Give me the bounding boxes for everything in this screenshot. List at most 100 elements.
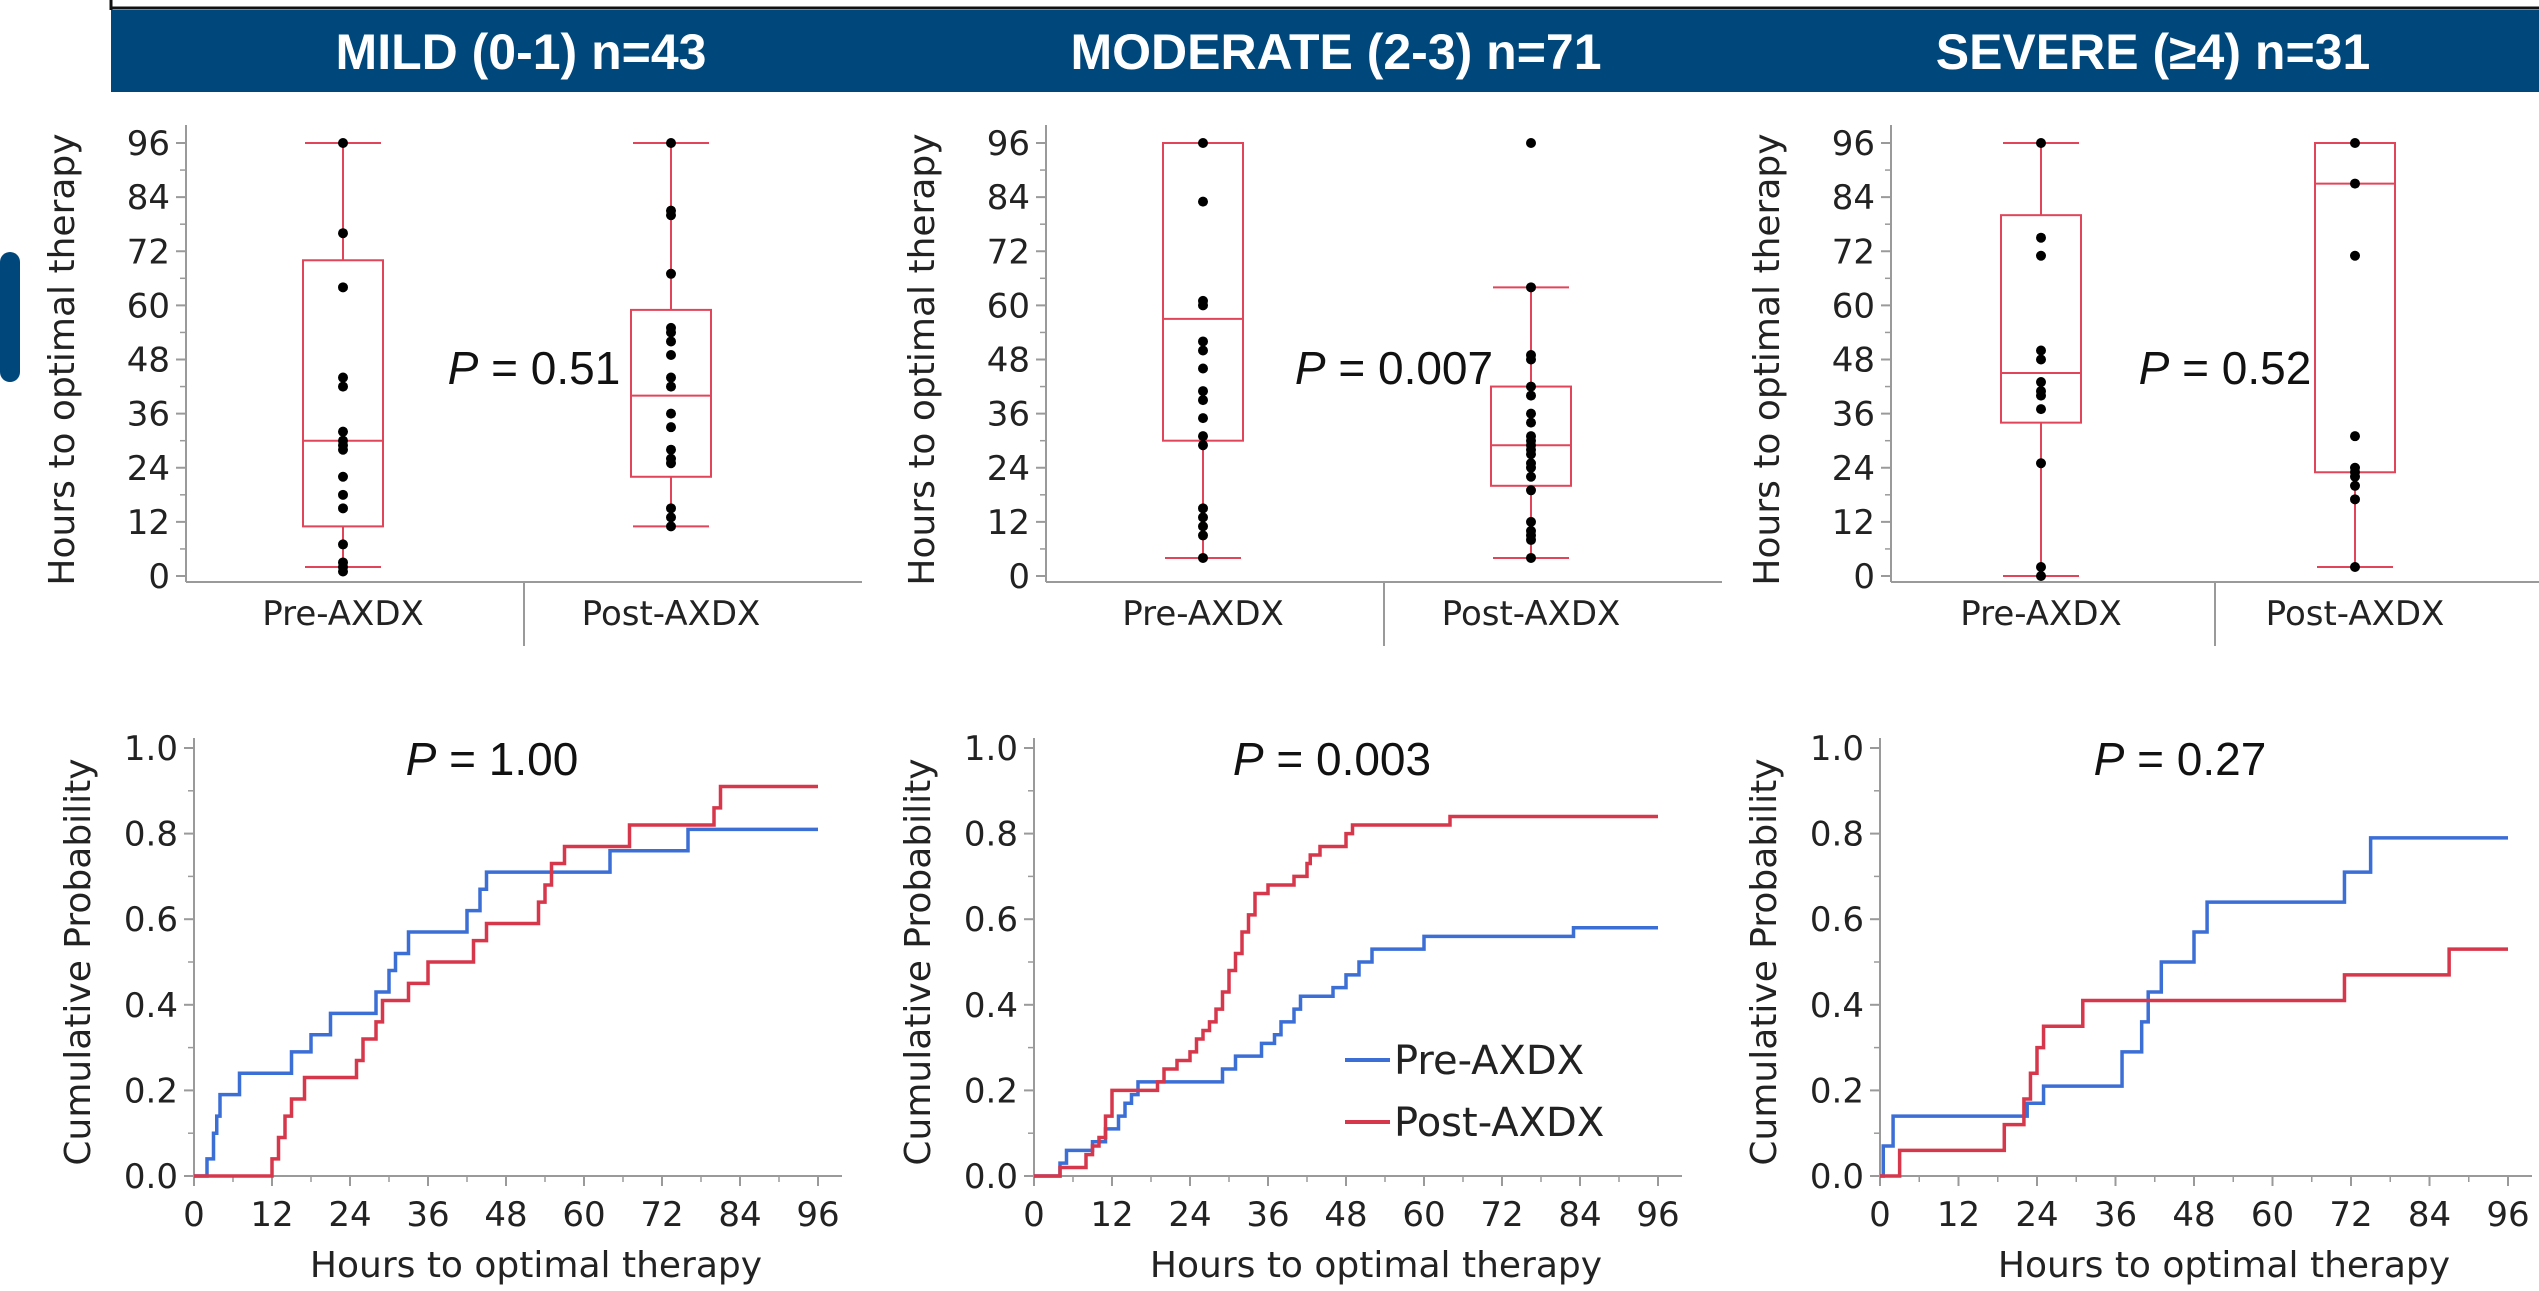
boxplot-group-0: Pre-AXDX xyxy=(262,138,424,634)
cdf-y-tick-label: 0.8 xyxy=(1810,815,1864,855)
data-point xyxy=(2350,561,2360,572)
cdf-x-tick-label: 84 xyxy=(718,1195,761,1235)
cdf-series-post xyxy=(194,784,818,1178)
cdf-legend: Pre-AXDX Post-AXDX xyxy=(1345,1038,1604,1146)
cdf-y-tick-label: 0.2 xyxy=(964,1071,1018,1111)
cdf-p-value: P = 1.00 xyxy=(406,733,579,785)
boxplot-2: 96 84 72 60 48 36 24 12 0 Hours to optimal therap… xyxy=(1747,124,2539,646)
data-point xyxy=(2350,480,2360,491)
data-point xyxy=(338,381,348,392)
cdf-y-tick-label: 1.0 xyxy=(1810,729,1864,769)
data-point xyxy=(1198,196,1208,207)
data-point xyxy=(666,381,676,392)
boxplot-y-tick-label: 96 xyxy=(987,124,1030,164)
data-point xyxy=(1198,386,1208,397)
cdf-series-post xyxy=(1034,814,1658,1178)
data-point xyxy=(2350,471,2360,482)
cdf-x-tick-label: 96 xyxy=(796,1195,839,1235)
cdf-x-tick-label: 84 xyxy=(1558,1195,1601,1235)
cdf-y-tick-label: 0.0 xyxy=(1810,1157,1864,1197)
data-point xyxy=(338,489,348,500)
boxplot-x-label: Post-AXDX xyxy=(582,594,761,634)
header-bar xyxy=(111,10,2539,92)
cdf-y-tick-label: 0.8 xyxy=(964,815,1018,855)
boxplot-y-tick-label: 48 xyxy=(127,341,170,381)
cdf-series-pre xyxy=(1880,836,2508,1178)
cdf-x-label: Hours to optimal therapy xyxy=(310,1245,762,1286)
boxplot-y-label: Hours to optimal therapy xyxy=(42,133,83,585)
cdf-y-tick-label: 0.4 xyxy=(124,986,178,1026)
cdf-y-tick-label: 0.6 xyxy=(1810,900,1864,940)
data-point xyxy=(2036,390,2046,401)
boxplot-y-tick-label: 60 xyxy=(127,286,170,326)
cdf-y-label: Cumulative Probability xyxy=(1744,758,1785,1165)
data-point xyxy=(666,444,676,455)
data-point xyxy=(666,210,676,221)
data-point xyxy=(666,372,676,383)
cdf-y-tick-label: 0.4 xyxy=(1810,986,1864,1026)
cdf-x-tick-label: 60 xyxy=(1402,1195,1445,1235)
cdf-y-label: Cumulative Probability xyxy=(58,758,99,1165)
data-point xyxy=(1198,521,1208,532)
cdf-x-tick-label: 36 xyxy=(406,1195,449,1235)
cdf-x-tick-label: 36 xyxy=(2094,1195,2137,1235)
boxplot-y-tick-label: 36 xyxy=(127,395,170,435)
data-point xyxy=(2350,250,2360,261)
boxplot-y-tick-label: 36 xyxy=(1832,395,1875,435)
data-point xyxy=(338,282,348,293)
data-point xyxy=(1526,449,1536,460)
boxplot-y-tick-label: 84 xyxy=(127,178,170,218)
cdf-x-tick-label: 24 xyxy=(2015,1195,2058,1235)
boxplot-y-label: Hours to optimal therapy xyxy=(902,133,943,585)
cdf-x-tick-label: 96 xyxy=(2486,1195,2529,1235)
boxplot-x-label: Pre-AXDX xyxy=(1960,594,2122,634)
boxplot-y-tick-label: 24 xyxy=(1832,449,1875,489)
data-point xyxy=(1198,300,1208,311)
boxplot-group-0: Pre-AXDX xyxy=(1122,138,1284,634)
data-point xyxy=(1526,485,1536,496)
data-point xyxy=(338,444,348,455)
data-point xyxy=(1526,390,1536,401)
data-point xyxy=(666,336,676,347)
data-point xyxy=(1198,530,1208,541)
boxplot-1: 96 84 72 60 48 36 24 12 0 Hours to optimal therap… xyxy=(902,124,1722,646)
cdf-x-tick-label: 48 xyxy=(1324,1195,1367,1235)
data-point xyxy=(1526,462,1536,473)
box-iqr xyxy=(302,259,384,528)
cdf-0: 1.0 0.8 0.6 0.4 0.2 0.00 12 24 36 48 60 72 84 96 Cumul… xyxy=(58,729,842,1286)
boxplot-y-tick-label: 72 xyxy=(127,232,170,272)
cdf-x-tick-label: 84 xyxy=(2408,1195,2451,1235)
boxplot-y-tick-label: 36 xyxy=(987,395,1030,435)
boxplot-y-tick-label: 96 xyxy=(127,124,170,164)
boxplot-x-label: Post-AXDX xyxy=(2266,594,2445,634)
header-severe: SEVERE (≥4) n=31 xyxy=(1936,24,2371,80)
boxplot-y-tick-label: 60 xyxy=(1832,286,1875,326)
data-point xyxy=(1526,552,1536,563)
data-point xyxy=(666,521,676,532)
boxplot-y-tick-label: 84 xyxy=(987,178,1030,218)
data-point xyxy=(1198,503,1208,514)
data-point xyxy=(1526,516,1536,527)
boxplot-group-0: Pre-AXDX xyxy=(1960,138,2122,634)
cdf-series-post xyxy=(1880,947,2508,1178)
cdf-x-tick-label: 72 xyxy=(1480,1195,1523,1235)
data-point xyxy=(1198,413,1208,424)
data-point xyxy=(338,503,348,514)
data-point xyxy=(2350,138,2360,148)
cdf-x-tick-label: 48 xyxy=(2172,1195,2215,1235)
cdf-x-label: Hours to optimal therapy xyxy=(1998,1245,2450,1286)
box-iqr xyxy=(2000,214,2082,424)
cdf-y-label: Cumulative Probability xyxy=(898,758,939,1165)
data-point xyxy=(338,372,348,383)
data-point xyxy=(1526,534,1536,545)
data-point xyxy=(2350,431,2360,442)
cdf-y-tick-label: 0.0 xyxy=(964,1157,1018,1197)
boxplot-y-tick-label: 12 xyxy=(1832,503,1875,543)
cdf-y-tick-label: 0.2 xyxy=(1810,1071,1864,1111)
data-point xyxy=(2036,138,2046,148)
boxplot-y-tick-label: 12 xyxy=(127,503,170,543)
cdf-x-tick-label: 60 xyxy=(2251,1195,2294,1235)
cdf-y-tick-label: 0.0 xyxy=(124,1157,178,1197)
data-point xyxy=(1198,345,1208,356)
cdf-y-tick-label: 0.2 xyxy=(124,1071,178,1111)
